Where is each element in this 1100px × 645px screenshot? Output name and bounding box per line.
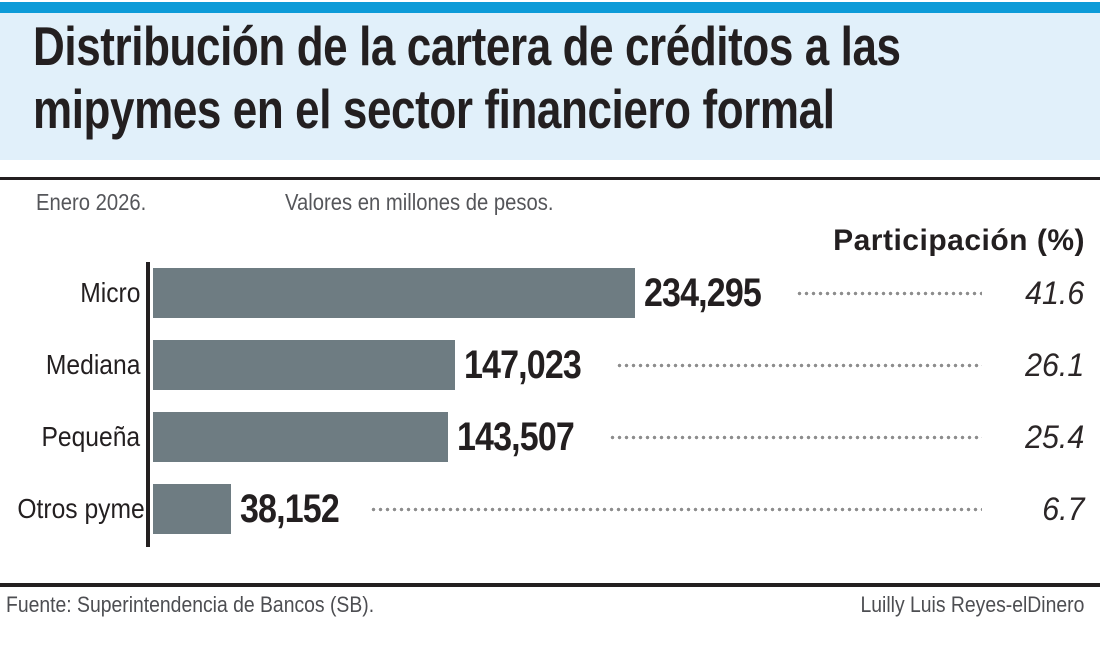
value-label: 38,152 [240, 486, 340, 531]
bar-otros-pyme [153, 484, 231, 534]
value-label: 234,295 [644, 270, 762, 315]
dotted-leader [615, 362, 982, 368]
y-axis-line [146, 262, 150, 547]
header-accent-bar [0, 2, 1100, 13]
dotted-leader [795, 290, 982, 296]
chart-row-mediana: Mediana 147,023 26.1 [0, 329, 1100, 401]
category-label: Otros pyme [17, 493, 145, 524]
dotted-leader [370, 506, 982, 512]
page-title-line-1: Distribución de la cartera de créditos a… [33, 15, 901, 77]
value-label: 147,023 [464, 342, 582, 387]
dotted-leader [608, 434, 982, 440]
chart-row-micro: Micro 234,295 41.6 [0, 257, 1100, 329]
footer: Fuente: Superintendencia de Bancos (SB).… [6, 592, 1084, 618]
participation-value: 41.6 [1024, 274, 1084, 311]
participation-value: 26.1 [1024, 346, 1084, 383]
chart-row-pequena: Pequeña 143,507 25.4 [0, 401, 1100, 473]
chart-row-otros-pyme: Otros pyme 38,152 6.7 [0, 473, 1100, 545]
bar-pequena [153, 412, 448, 462]
participation-column-header: Participación (%) [833, 224, 1085, 257]
meta-row: Enero 2026. Valores en millones de pesos… [0, 189, 1100, 215]
bar-micro [153, 268, 635, 318]
top-divider [0, 177, 1100, 180]
category-label: Pequeña [41, 421, 140, 452]
category-label: Mediana [45, 349, 140, 380]
bar-track: 38,152 6.7 [140, 473, 1100, 545]
author-credit: Luilly Luis Reyes-elDinero [860, 592, 1084, 617]
period-label: Enero 2026. [36, 189, 147, 215]
bar-chart: Micro 234,295 41.6 Mediana 147,023 26.1 … [0, 257, 1100, 547]
bar-track: 143,507 25.4 [140, 401, 1100, 473]
participation-value: 25.4 [1024, 418, 1084, 455]
bar-track: 234,295 41.6 [140, 257, 1100, 329]
bar-mediana [153, 340, 455, 390]
value-label: 143,507 [457, 414, 575, 459]
bar-track: 147,023 26.1 [140, 329, 1100, 401]
source-credit: Fuente: Superintendencia de Bancos (SB). [6, 592, 375, 617]
participation-value: 6.7 [1041, 490, 1084, 527]
page-title-line-2: mipymes en el sector financiero formal [33, 78, 835, 140]
bottom-divider [0, 583, 1100, 587]
category-label: Micro [79, 277, 140, 308]
units-label: Valores en millones de pesos. [285, 189, 554, 215]
chart-header: Distribución de la cartera de créditos a… [0, 13, 1100, 160]
